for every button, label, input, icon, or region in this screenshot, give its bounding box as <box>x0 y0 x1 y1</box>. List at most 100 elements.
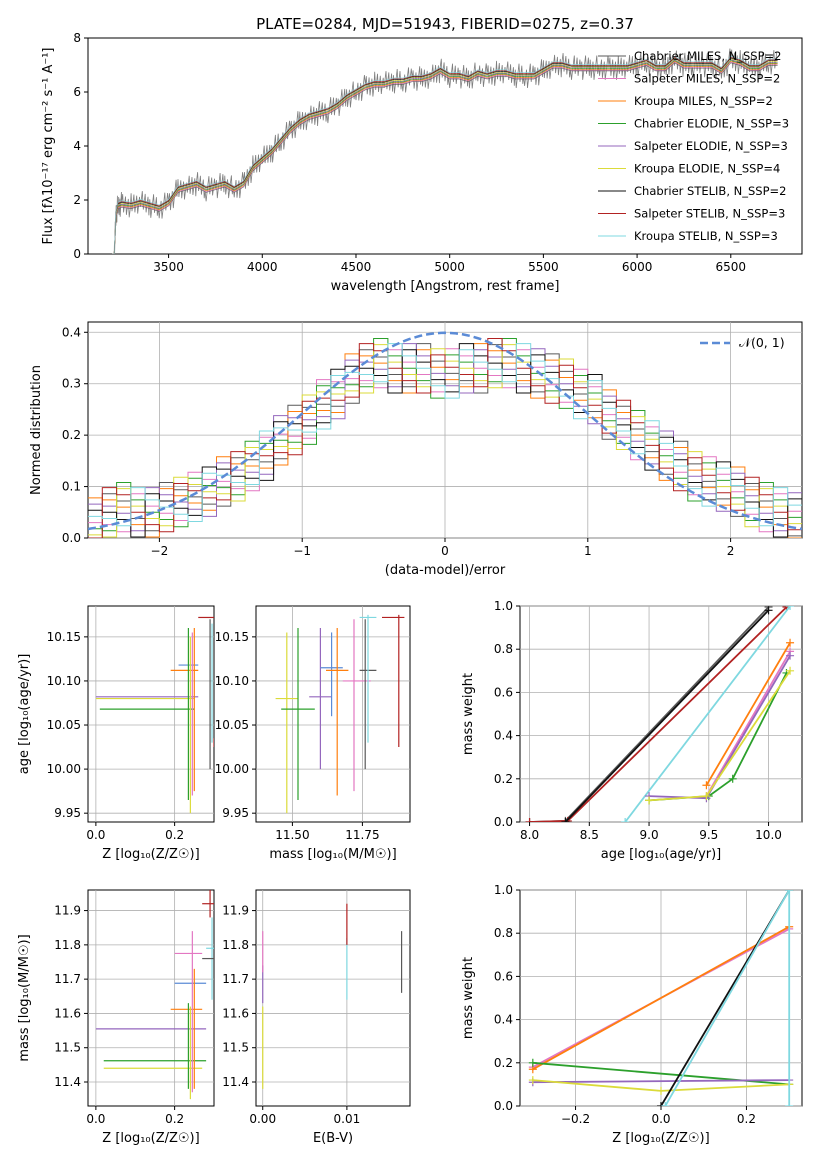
spectrum-model-line <box>112 59 778 254</box>
weight-vs-age-data-point-marker <box>786 666 795 675</box>
age-vs-mass-x-tick-label: 11.50 <box>275 828 309 842</box>
weight-vs-Z-y-tick-label: 0.8 <box>494 926 513 940</box>
weight-vs-age-grid <box>520 605 802 823</box>
figure-title: PLATE=0284, MJD=51943, FIBERID=0275, z=0… <box>256 15 634 33</box>
weight-vs-Z-data-point-marker <box>657 1086 665 1095</box>
age-vs-Z-x-axis-label: Z [log₁₀(Z/Z☉)] <box>102 847 199 862</box>
age-vs-mass-y-tick-label: 10.05 <box>215 718 249 732</box>
residuals-x-axis-label: (data-model)/error <box>385 563 506 578</box>
age-vs-mass-x-tick-label: 11.75 <box>345 828 379 842</box>
weight-vs-Z-y-tick-label: 1.0 <box>494 883 513 897</box>
spectrum-x-axis-label: wavelength [Angstrom, rest frame] <box>331 279 560 294</box>
age-vs-Z-x-tick-label: 0.0 <box>86 828 105 842</box>
legend-entry-label: Salpeter MILES, N_SSP=2 <box>634 72 780 86</box>
spectrum-model-line <box>112 59 778 254</box>
weight-vs-age-data-point-marker <box>525 818 534 822</box>
mass-vs-EBV-x-tick-label: 0.01 <box>334 1112 361 1126</box>
residuals-x-tick-label: −1 <box>293 544 311 558</box>
legend-entry-label: Kroupa ELODIE, N_SSP=4 <box>634 162 780 176</box>
weight-vs-age-plot-area <box>525 606 795 822</box>
age-vs-Z-y-tick-label: 10.10 <box>47 674 81 688</box>
spectrum-x-tick-label: 3500 <box>153 260 184 274</box>
weight-vs-Z-data-point-marker <box>661 1102 670 1106</box>
weight-vs-age-data-point-marker <box>702 781 711 790</box>
spectrum-x-tick-label: 4500 <box>341 260 372 274</box>
age-vs-Z-y-tick-label: 10.05 <box>47 718 81 732</box>
spectrum-x-tick-label: 5500 <box>528 260 559 274</box>
weight-vs-age-y-tick-label: 1.0 <box>494 599 513 613</box>
weight-vs-Z-data-point-marker <box>657 1102 665 1106</box>
mass-vs-Z-x-tick-label: 0.2 <box>165 1112 184 1126</box>
spectrum-x-tick-label: 6000 <box>622 260 653 274</box>
age-vs-mass-y-tick-label: 10.00 <box>215 762 249 776</box>
mass-vs-EBV-y-tick-label: 11.9 <box>222 904 249 918</box>
weight-vs-age-data-point-marker <box>786 638 795 647</box>
weight-vs-age-x-tick-label: 8.5 <box>580 828 599 842</box>
residuals-y-tick-label: 0.3 <box>62 377 81 391</box>
weight-vs-Z-grid <box>520 889 802 1107</box>
spectrum-x-tick-label: 6500 <box>716 260 747 274</box>
weight-vs-Z-series-line <box>664 890 791 1106</box>
mass-vs-EBV-plot-area <box>262 903 403 1089</box>
weight-vs-age-axes-frame <box>519 605 803 823</box>
weight-vs-age-data-point-marker <box>621 818 630 822</box>
age-vs-mass-grid <box>256 606 410 822</box>
spectrum-model-line <box>112 61 778 254</box>
weight-vs-age-series-line <box>705 642 791 786</box>
age-vs-mass-panel: 11.50 11.75 9.95 10.00 10.05 10.10 10.15 mass [… <box>215 605 411 862</box>
spectrum-x-tick-label: 5000 <box>434 260 465 274</box>
spectrum-legend: Chabrier MILES, N_SSP=2 Salpeter MILES, N… <box>598 49 789 243</box>
gaussian-reference-curve <box>88 331 802 531</box>
spectrum-model-line <box>112 62 778 254</box>
weight-vs-age-x-tick-label: 9.5 <box>699 828 718 842</box>
mass-vs-EBV-y-tick-label: 11.6 <box>222 1006 249 1020</box>
weight-vs-Z-plot-area <box>528 890 794 1106</box>
residual-legend: 𝒩(0, 1) <box>700 335 785 350</box>
spectrum-y-tick-label: 4 <box>73 139 81 153</box>
age-vs-Z-plot-area <box>95 616 214 814</box>
spectrum-x-tick-label: 4000 <box>247 260 278 274</box>
weight-vs-age-data-point-marker <box>786 606 795 610</box>
residuals-x-tick-label: 0 <box>441 544 449 558</box>
weight-vs-Z-y-tick-label: 0.0 <box>494 1099 513 1113</box>
age-vs-Z-grid <box>88 606 214 822</box>
spectrum-plot-area <box>112 48 778 254</box>
mass-vs-Z-grid <box>88 890 214 1106</box>
weight-vs-Z-x-tick-label: 0.0 <box>651 1112 670 1126</box>
mass-vs-extinction-axes-frame <box>255 889 411 1107</box>
mass-vs-EBV-x-axis-label: E(B-V) <box>313 1131 353 1146</box>
legend-entry-label: Salpeter STELIB, N_SSP=3 <box>634 207 785 221</box>
legend-entry-label: Kroupa STELIB, N_SSP=3 <box>634 229 778 243</box>
weight-vs-age-x-tick-label: 8.0 <box>520 828 539 842</box>
spectrum-model-line <box>112 58 778 254</box>
mass-vs-Z-y-tick-label: 11.6 <box>54 1006 81 1020</box>
weight-vs-age-series-line <box>705 650 791 797</box>
legend-entry-label: Salpeter ELODIE, N_SSP=3 <box>634 139 788 153</box>
residuals-y-tick-label: 0.0 <box>62 531 81 545</box>
mass-vs-Z-y-tick-label: 11.5 <box>54 1041 81 1055</box>
weight-vs-age-data-point-marker <box>561 818 570 822</box>
weight-vs-Z-series-line <box>532 925 790 1071</box>
residuals-x-tick-label: 1 <box>584 544 592 558</box>
weight-vs-Z-data-point-marker <box>785 890 794 894</box>
weight-vs-age-data-point-marker <box>728 774 737 783</box>
mass-vs-EBV-y-tick-label: 11.4 <box>222 1075 249 1089</box>
weight-vs-age-y-tick-label: 0.6 <box>494 685 513 699</box>
residuals-y-tick-label: 0.2 <box>62 428 81 442</box>
legend-entry-label: Kroupa MILES, N_SSP=2 <box>634 94 773 108</box>
age-vs-Z-y-tick-label: 10.15 <box>47 630 81 644</box>
residuals-y-axis-label: Normed distribution <box>29 365 44 495</box>
mass-vs-Z-x-tick-label: 0.0 <box>86 1112 105 1126</box>
spectrum-y-tick-label: 6 <box>73 85 81 99</box>
legend-entry-label: 𝒩(0, 1) <box>739 335 785 350</box>
weight-vs-Z-x-axis-label: Z [log₁₀(Z/Z☉)] <box>612 1131 709 1146</box>
age-vs-mass-y-tick-label: 10.10 <box>215 674 249 688</box>
weight-vs-Z-series-line <box>532 1079 790 1084</box>
weight-vs-Z-y-tick-label: 0.6 <box>494 969 513 983</box>
weight-vs-Z-data-point-marker <box>528 1058 537 1067</box>
mass-vs-Z-plot-area <box>95 890 214 1100</box>
weight-vs-age-x-tick-label: 9.0 <box>640 828 659 842</box>
age-vs-Z-y-tick-label: 9.95 <box>54 806 81 820</box>
legend-entry-label: Chabrier STELIB, N_SSP=2 <box>634 184 786 198</box>
weight-vs-age-y-tick-label: 0.2 <box>494 772 513 786</box>
